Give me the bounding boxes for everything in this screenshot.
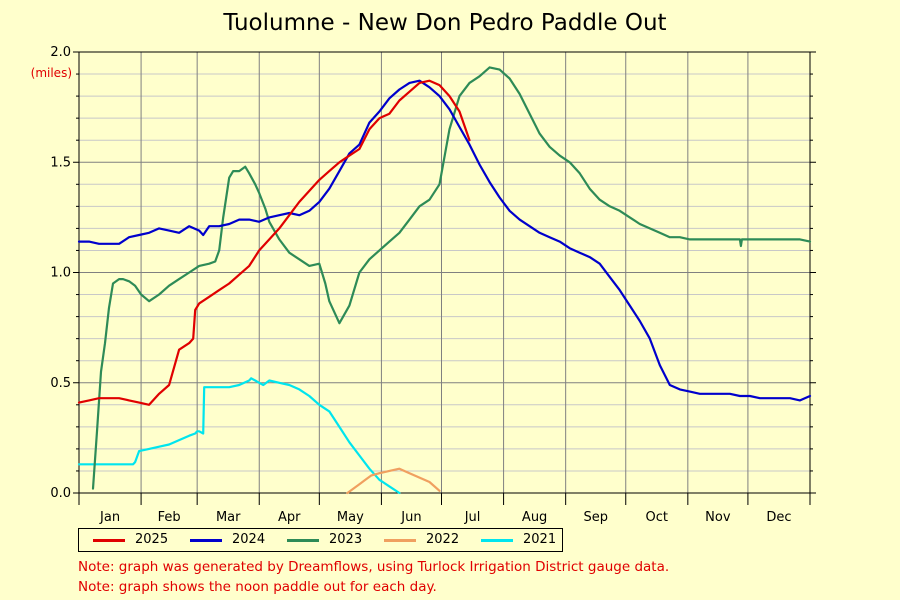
note-line-2: Note: graph shows the noon paddle out fo… [78,579,437,595]
x-tick-label: Apr [278,510,301,525]
legend-swatch-2025 [93,539,125,542]
x-tick-label: Nov [705,510,731,525]
y-tick-label: 1.0 [50,266,71,281]
note-line-1: Note: graph was generated by Dreamflows,… [78,559,670,575]
x-tick-label: Jan [99,510,120,525]
y-tick-label: 2.0 [50,45,71,60]
series-line-2023 [91,66,812,490]
y-tick-label: 0.5 [50,376,71,391]
chart-plot: 0.0 0.5 1.0 1.5 2.0 (miles) Jan Feb Mar Apr May Jun… [31,45,816,525]
legend-swatch-2022 [384,539,416,542]
legend-label-2025: 2025 [135,532,169,547]
chart-notes: Note: graph was generated by Dreamflows,… [78,557,669,597]
chart-legend: 2025 2024 2023 2022 2021 [78,528,563,552]
legend-label-2021: 2021 [523,532,557,547]
legend-swatch-2023 [287,539,319,542]
legend-label-2023: 2023 [329,532,363,547]
y-axis-label: (miles) [31,66,72,80]
x-tick-label: May [337,510,364,525]
series-line-2022 [346,467,441,495]
x-tick-label: Jun [400,510,421,525]
y-tick-label: 0.0 [50,486,71,501]
series-line-2024 [77,79,812,402]
y-tick-label: 1.5 [50,155,71,170]
chart-title: Tuolumne - New Don Pedro Paddle Out [223,10,667,36]
x-tick-label: Jul [464,510,481,525]
x-tick-label: Aug [522,510,547,525]
series-line-2025 [77,79,471,406]
legend-swatch-2021 [481,539,513,542]
legend-label-2022: 2022 [426,532,460,547]
legend-swatch-2024 [190,539,222,542]
legend-label-2024: 2024 [232,532,266,547]
series-line-2021 [77,377,401,495]
x-tick-label: Feb [158,510,181,525]
x-tick-label: Oct [646,510,668,525]
x-tick-label: Mar [216,510,241,525]
x-tick-label: Dec [766,510,791,525]
x-tick-label: Sep [583,510,608,525]
